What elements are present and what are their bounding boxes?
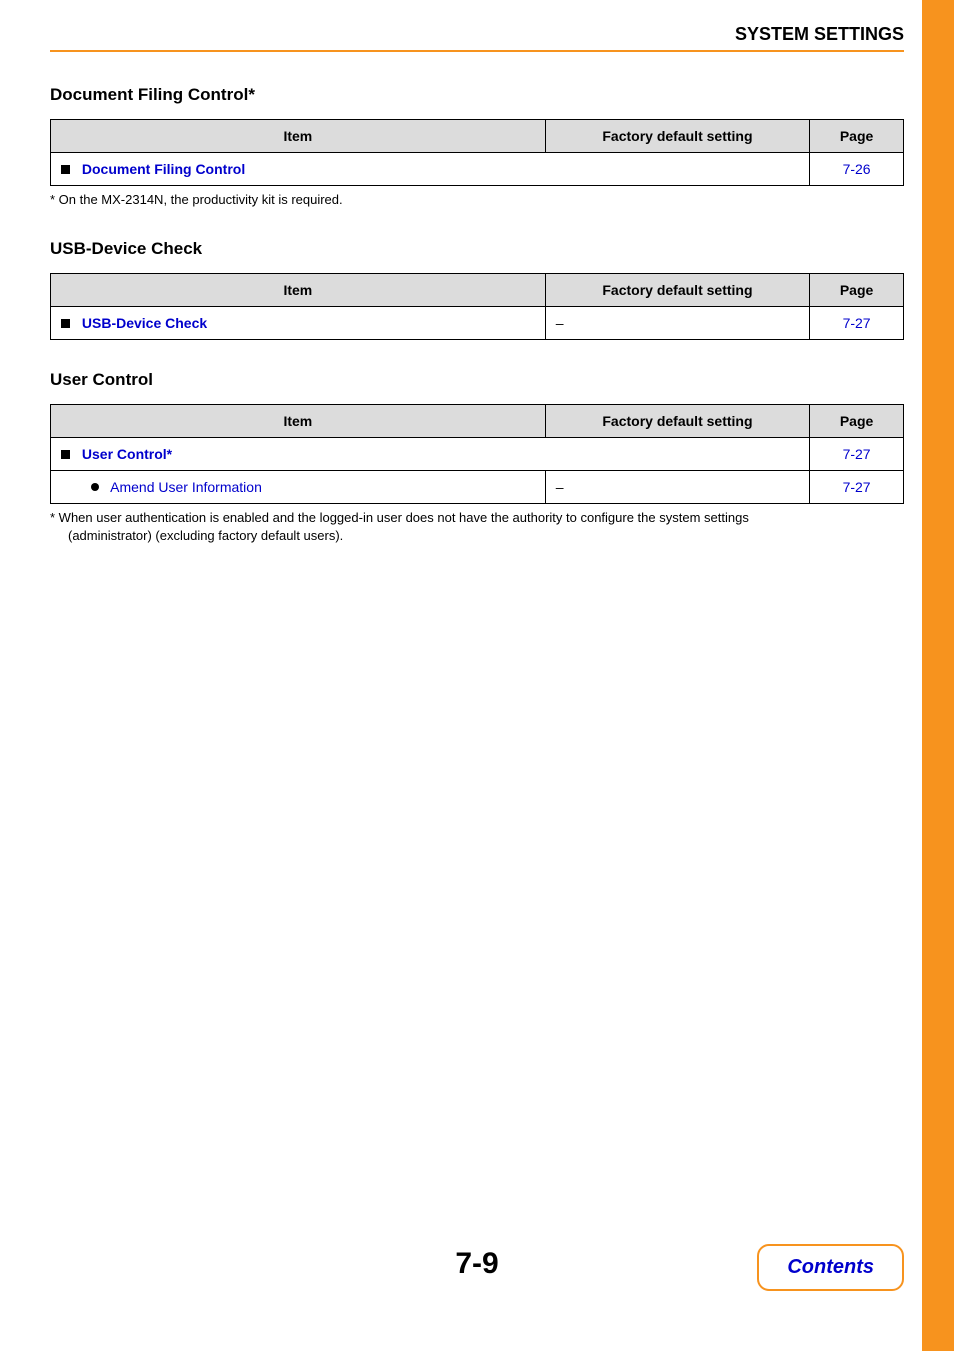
page-header: SYSTEM SETTINGS xyxy=(735,24,904,45)
col-page-header: Page xyxy=(810,405,904,438)
table-row: User Control* 7-27 xyxy=(51,438,904,471)
footnote-line2: (administrator) (excluding factory defau… xyxy=(50,528,343,543)
contents-button[interactable]: Contents xyxy=(757,1244,904,1291)
footnote-line1: * When user authentication is enabled an… xyxy=(50,510,749,525)
page-link[interactable]: 7-27 xyxy=(810,471,904,504)
table-row: Document Filing Control 7-26 xyxy=(51,153,904,186)
col-factory-header: Factory default setting xyxy=(545,274,809,307)
usb-table: Item Factory default setting Page USB-De… xyxy=(50,273,904,340)
round-bullet-icon xyxy=(91,483,99,491)
square-bullet-icon xyxy=(61,165,70,174)
item-link[interactable]: Amend User Information xyxy=(110,479,262,495)
user-table: Item Factory default setting Page User C… xyxy=(50,404,904,504)
table-row: USB-Device Check – 7-27 xyxy=(51,307,904,340)
item-link[interactable]: User Control* xyxy=(82,446,172,462)
doc-filing-table: Item Factory default setting Page Docume… xyxy=(50,119,904,186)
main-content: Document Filing Control* Item Factory de… xyxy=(50,85,904,576)
header-divider xyxy=(50,50,904,52)
item-cell: USB-Device Check xyxy=(51,307,546,340)
footnote: * On the MX-2314N, the productivity kit … xyxy=(50,191,904,209)
factory-cell: – xyxy=(545,471,809,504)
table-header-row: Item Factory default setting Page xyxy=(51,274,904,307)
section-title: User Control xyxy=(50,370,904,390)
item-link[interactable]: Document Filing Control xyxy=(82,161,245,177)
table-row: Amend User Information – 7-27 xyxy=(51,471,904,504)
col-factory-header: Factory default setting xyxy=(545,405,809,438)
col-item-header: Item xyxy=(51,120,546,153)
col-factory-header: Factory default setting xyxy=(545,120,809,153)
item-cell: Document Filing Control xyxy=(51,153,810,186)
section-doc-filing: Document Filing Control* Item Factory de… xyxy=(50,85,904,209)
page-link[interactable]: 7-26 xyxy=(810,153,904,186)
item-cell: User Control* xyxy=(51,438,810,471)
page-link[interactable]: 7-27 xyxy=(810,307,904,340)
square-bullet-icon xyxy=(61,319,70,328)
section-user: User Control Item Factory default settin… xyxy=(50,370,904,545)
section-title: Document Filing Control* xyxy=(50,85,904,105)
table-header-row: Item Factory default setting Page xyxy=(51,120,904,153)
col-page-header: Page xyxy=(810,120,904,153)
section-usb: USB-Device Check Item Factory default se… xyxy=(50,239,904,340)
square-bullet-icon xyxy=(61,450,70,459)
footnote: * When user authentication is enabled an… xyxy=(50,509,904,545)
table-header-row: Item Factory default setting Page xyxy=(51,405,904,438)
orange-sidebar xyxy=(922,0,954,1351)
item-cell: Amend User Information xyxy=(51,471,546,504)
col-item-header: Item xyxy=(51,405,546,438)
factory-cell: – xyxy=(545,307,809,340)
section-title: USB-Device Check xyxy=(50,239,904,259)
col-page-header: Page xyxy=(810,274,904,307)
item-link[interactable]: USB-Device Check xyxy=(82,315,207,331)
page-link[interactable]: 7-27 xyxy=(810,438,904,471)
col-item-header: Item xyxy=(51,274,546,307)
